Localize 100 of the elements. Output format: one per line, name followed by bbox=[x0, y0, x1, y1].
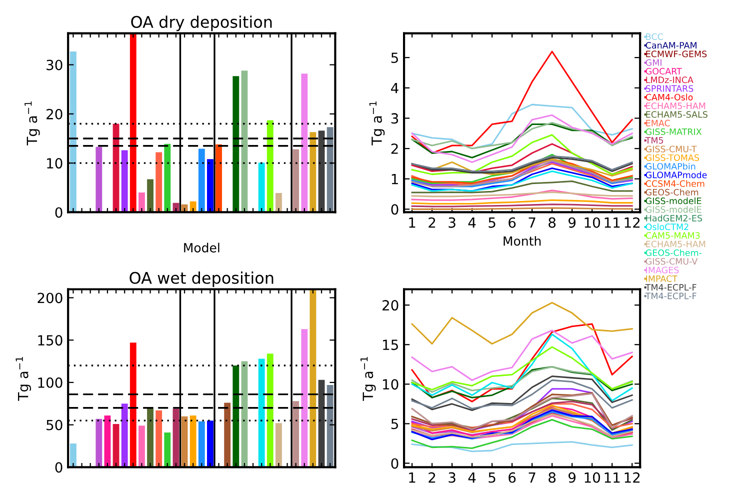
bar bbox=[181, 416, 188, 468]
line-series bbox=[411, 441, 633, 452]
x-tick-label: 12 bbox=[624, 472, 640, 483]
x-tick-label: 3 bbox=[448, 217, 456, 228]
x-tick-label: 7 bbox=[528, 472, 536, 483]
bar bbox=[138, 192, 145, 212]
bar bbox=[310, 289, 316, 468]
legend-label: TM4-ECPL-F bbox=[645, 292, 696, 300]
bar bbox=[121, 404, 128, 468]
x-tick-label: 10 bbox=[584, 472, 600, 483]
bar bbox=[112, 424, 120, 468]
legend-label: ECMWF-GEMS bbox=[646, 50, 707, 58]
line-series bbox=[411, 190, 633, 201]
bar bbox=[258, 358, 265, 468]
x-tick-label: 4 bbox=[468, 218, 476, 228]
line-series bbox=[411, 330, 633, 381]
bar bbox=[70, 443, 76, 468]
bar bbox=[138, 426, 145, 468]
x-tick-label: 2 bbox=[428, 472, 436, 483]
legend-label: CAM4-Oslo bbox=[646, 94, 693, 100]
legend-label: TM4-ECPL-F bbox=[645, 284, 696, 291]
legend-label: IMAGES bbox=[646, 266, 679, 274]
bar bbox=[147, 407, 154, 468]
legend-label: ECHAM5-HAM bbox=[646, 102, 706, 110]
y-tick-label: 2 bbox=[391, 144, 398, 154]
legend-label: TM5 bbox=[645, 137, 664, 144]
bar bbox=[292, 401, 300, 468]
bar bbox=[172, 408, 180, 468]
legend-label: IMPACT bbox=[646, 275, 678, 282]
y-axis-title: Tg a$^{−1}$ bbox=[16, 356, 32, 401]
bar bbox=[198, 421, 205, 468]
legend-label: GEOS-Chem- bbox=[646, 249, 702, 256]
legend-label: GISS-modelE bbox=[646, 206, 702, 213]
y-tick-label: 0 bbox=[391, 458, 398, 469]
bar bbox=[292, 149, 300, 212]
y-tick-label: 50 bbox=[46, 420, 62, 430]
legend-label: ECHAM5-SALS bbox=[646, 111, 708, 118]
y-tick-label: 20 bbox=[46, 108, 62, 120]
bar bbox=[310, 132, 316, 212]
y-axis-title: Tg a$^{−1}$ bbox=[369, 102, 385, 146]
y-tick-label: 150 bbox=[38, 335, 62, 346]
legend-label: LMDz-INCA bbox=[646, 76, 694, 84]
y-tick-label: 0 bbox=[391, 204, 398, 215]
chart-title: OA wet deposition bbox=[130, 272, 274, 288]
legend-label: CanAM-PAM bbox=[646, 42, 696, 49]
bar bbox=[96, 146, 102, 212]
bar bbox=[232, 366, 240, 468]
line-series bbox=[411, 134, 633, 176]
y-tick-label: 1 bbox=[392, 174, 398, 184]
y-tick-label: 200 bbox=[38, 292, 62, 304]
x-tick-label: 8 bbox=[548, 217, 556, 228]
bar bbox=[326, 384, 334, 468]
legend-label: GOCART bbox=[646, 68, 682, 75]
x-tick-label: 4 bbox=[468, 472, 476, 483]
bar bbox=[104, 415, 111, 468]
line-series bbox=[411, 366, 633, 398]
bar bbox=[147, 179, 154, 212]
legend-label: GISS-CMU-T bbox=[646, 146, 697, 152]
bar bbox=[318, 380, 325, 468]
x-tick-label: 9 bbox=[568, 217, 576, 228]
x-tick-label: 9 bbox=[568, 472, 576, 483]
legend-label: GMI bbox=[646, 59, 662, 66]
y-tick-label: 20 bbox=[382, 300, 398, 311]
bar bbox=[232, 76, 240, 212]
x-tick-label: 12 bbox=[624, 217, 640, 228]
x-tick-label: 11 bbox=[604, 472, 620, 483]
y-tick-label: 15 bbox=[383, 340, 398, 350]
y-tick-label: 100 bbox=[38, 377, 62, 388]
y-tick-label: 0 bbox=[55, 207, 62, 218]
legend-label: GISS-CMU-V bbox=[646, 258, 698, 265]
line-series bbox=[411, 302, 633, 345]
legend-label: GISS-modelE bbox=[646, 197, 702, 204]
line-series bbox=[411, 104, 633, 150]
bar bbox=[70, 51, 76, 212]
y-axis-title: Tg a$^{−1}$ bbox=[24, 102, 40, 146]
chart-title: OA dry deposition bbox=[131, 16, 272, 32]
bar bbox=[301, 74, 308, 212]
x-tick-label: 5 bbox=[488, 472, 496, 483]
bar bbox=[258, 162, 265, 212]
legend-label: ECHAM5-HAM bbox=[646, 240, 706, 248]
bar bbox=[241, 361, 248, 468]
legend-label: EMAC bbox=[646, 120, 670, 126]
x-tick-label: 5 bbox=[488, 218, 496, 228]
line-series bbox=[411, 124, 633, 158]
legend-label: SPRINTARS bbox=[646, 85, 694, 92]
bar bbox=[266, 120, 274, 212]
line-series bbox=[411, 180, 633, 194]
x-tick-label: 2 bbox=[428, 217, 436, 228]
bar bbox=[326, 127, 334, 212]
line-series bbox=[411, 114, 633, 163]
bar bbox=[164, 432, 171, 468]
bar bbox=[224, 402, 231, 468]
x-axis-title: Month bbox=[504, 236, 541, 246]
bar bbox=[112, 124, 120, 212]
bar bbox=[130, 342, 136, 468]
y-tick-label: 4 bbox=[391, 83, 398, 94]
legend-label: HadGEM2-ES bbox=[646, 214, 702, 222]
bar bbox=[198, 148, 205, 212]
legend-label: GEOS-Chem bbox=[646, 188, 698, 196]
bar bbox=[266, 354, 274, 468]
